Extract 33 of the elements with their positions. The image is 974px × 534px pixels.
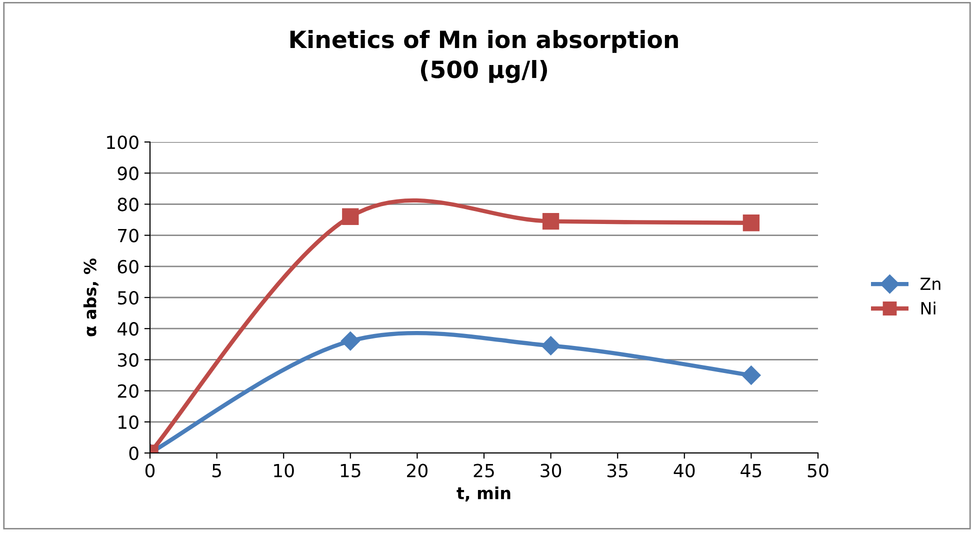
- x-tick-label: 50: [808, 464, 828, 478]
- chart-title: Kinetics of Mn ion absorption (500 µg/l): [290, 30, 678, 84]
- y-tick-label: 90: [118, 166, 138, 180]
- point: [742, 366, 761, 385]
- point: [340, 332, 360, 351]
- y-tick-label: 80: [118, 198, 138, 212]
- point: [542, 212, 560, 230]
- x-tick-label: 20: [407, 464, 428, 478]
- y-tick-label: 30: [118, 353, 138, 367]
- y-tick-label: 70: [118, 228, 138, 242]
- y-tick-label: 10: [118, 415, 138, 430]
- x-tick-label: 35: [607, 464, 628, 478]
- x-tick-label: 15: [340, 464, 360, 478]
- point: [541, 336, 560, 356]
- point: [342, 208, 359, 225]
- y-tick-label: 50: [118, 290, 138, 305]
- y-axis-title: α abs, %: [83, 258, 98, 336]
- y-tick-label: 40: [117, 322, 138, 336]
- x-tick-label: 0: [145, 464, 155, 478]
- x-tick-label: 30: [540, 464, 562, 478]
- legend-label: Ni: [921, 302, 936, 314]
- x-tick-label: 45: [740, 464, 762, 478]
- x-tick-label: 40: [674, 464, 695, 478]
- y-tick-label: 60: [118, 260, 138, 274]
- legend-label: Zn: [920, 278, 940, 290]
- x-tick-label: 10: [274, 464, 294, 478]
- x-axis-title: t, min: [456, 486, 510, 502]
- y-tick-label: 20: [118, 384, 138, 398]
- y-tick-label: 100: [107, 135, 138, 150]
- x-tick-label: 5: [212, 464, 221, 478]
- x-tick-label: 25: [474, 464, 494, 478]
- point: [742, 214, 760, 232]
- y-tick-label: 0: [129, 446, 138, 460]
